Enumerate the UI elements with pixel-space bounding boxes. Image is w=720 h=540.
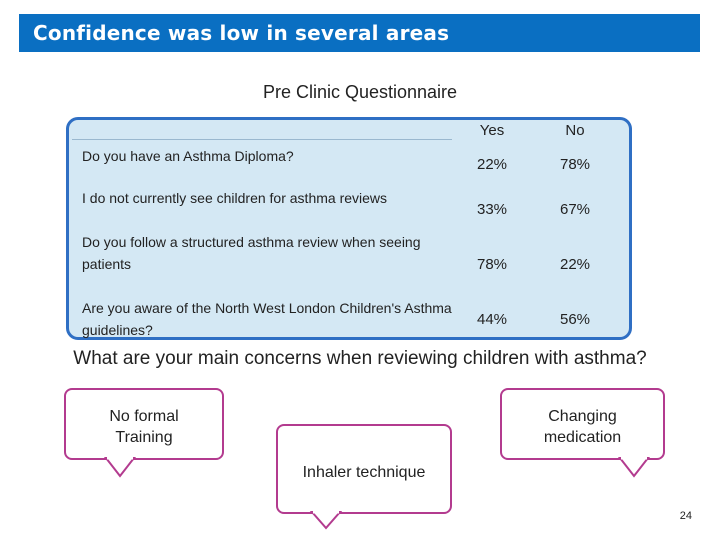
bubble-tail-icon — [309, 510, 343, 530]
answer-4-yes: 44% — [476, 311, 508, 328]
answer-2-yes: 33% — [476, 201, 508, 218]
answer-1-yes: 22% — [476, 156, 508, 173]
question-4: Are you aware of the North West London C… — [82, 300, 452, 338]
survey-title: Pre Clinic Questionnaire — [262, 82, 458, 102]
answer-1-no: 78% — [559, 156, 591, 173]
question-2: I do not currently see children for asth… — [82, 190, 388, 206]
answer-4-no: 56% — [559, 311, 591, 328]
column-header-no: No — [565, 122, 585, 139]
answer-3-no: 22% — [559, 256, 591, 273]
answer-3-yes: 78% — [476, 256, 508, 273]
concerns-question: What are your main concerns when reviewi… — [73, 348, 647, 369]
page-number: 24 — [679, 510, 692, 522]
bubble-text-training: No formal Training — [109, 408, 179, 446]
slide-title: Confidence was low in several areas — [19, 14, 700, 52]
question-1: Do you have an Asthma Diploma? — [82, 148, 294, 164]
speech-bubble-medication: Changing medication — [500, 388, 665, 478]
header-divider — [72, 139, 452, 140]
bubble-tail-icon — [103, 456, 137, 478]
bubble-text-inhaler: Inhaler technique — [302, 464, 426, 481]
speech-bubble-training: No formal Training — [64, 388, 224, 478]
bubble-text-medication: Changing medication — [543, 408, 622, 446]
answer-2-no: 67% — [559, 201, 591, 218]
questionnaire-panel — [66, 117, 632, 340]
column-header-yes: Yes — [479, 122, 505, 139]
speech-bubble-inhaler: Inhaler technique — [276, 424, 452, 530]
question-3: Do you follow a structured asthma review… — [82, 234, 421, 272]
bubble-tail-icon — [617, 456, 651, 478]
